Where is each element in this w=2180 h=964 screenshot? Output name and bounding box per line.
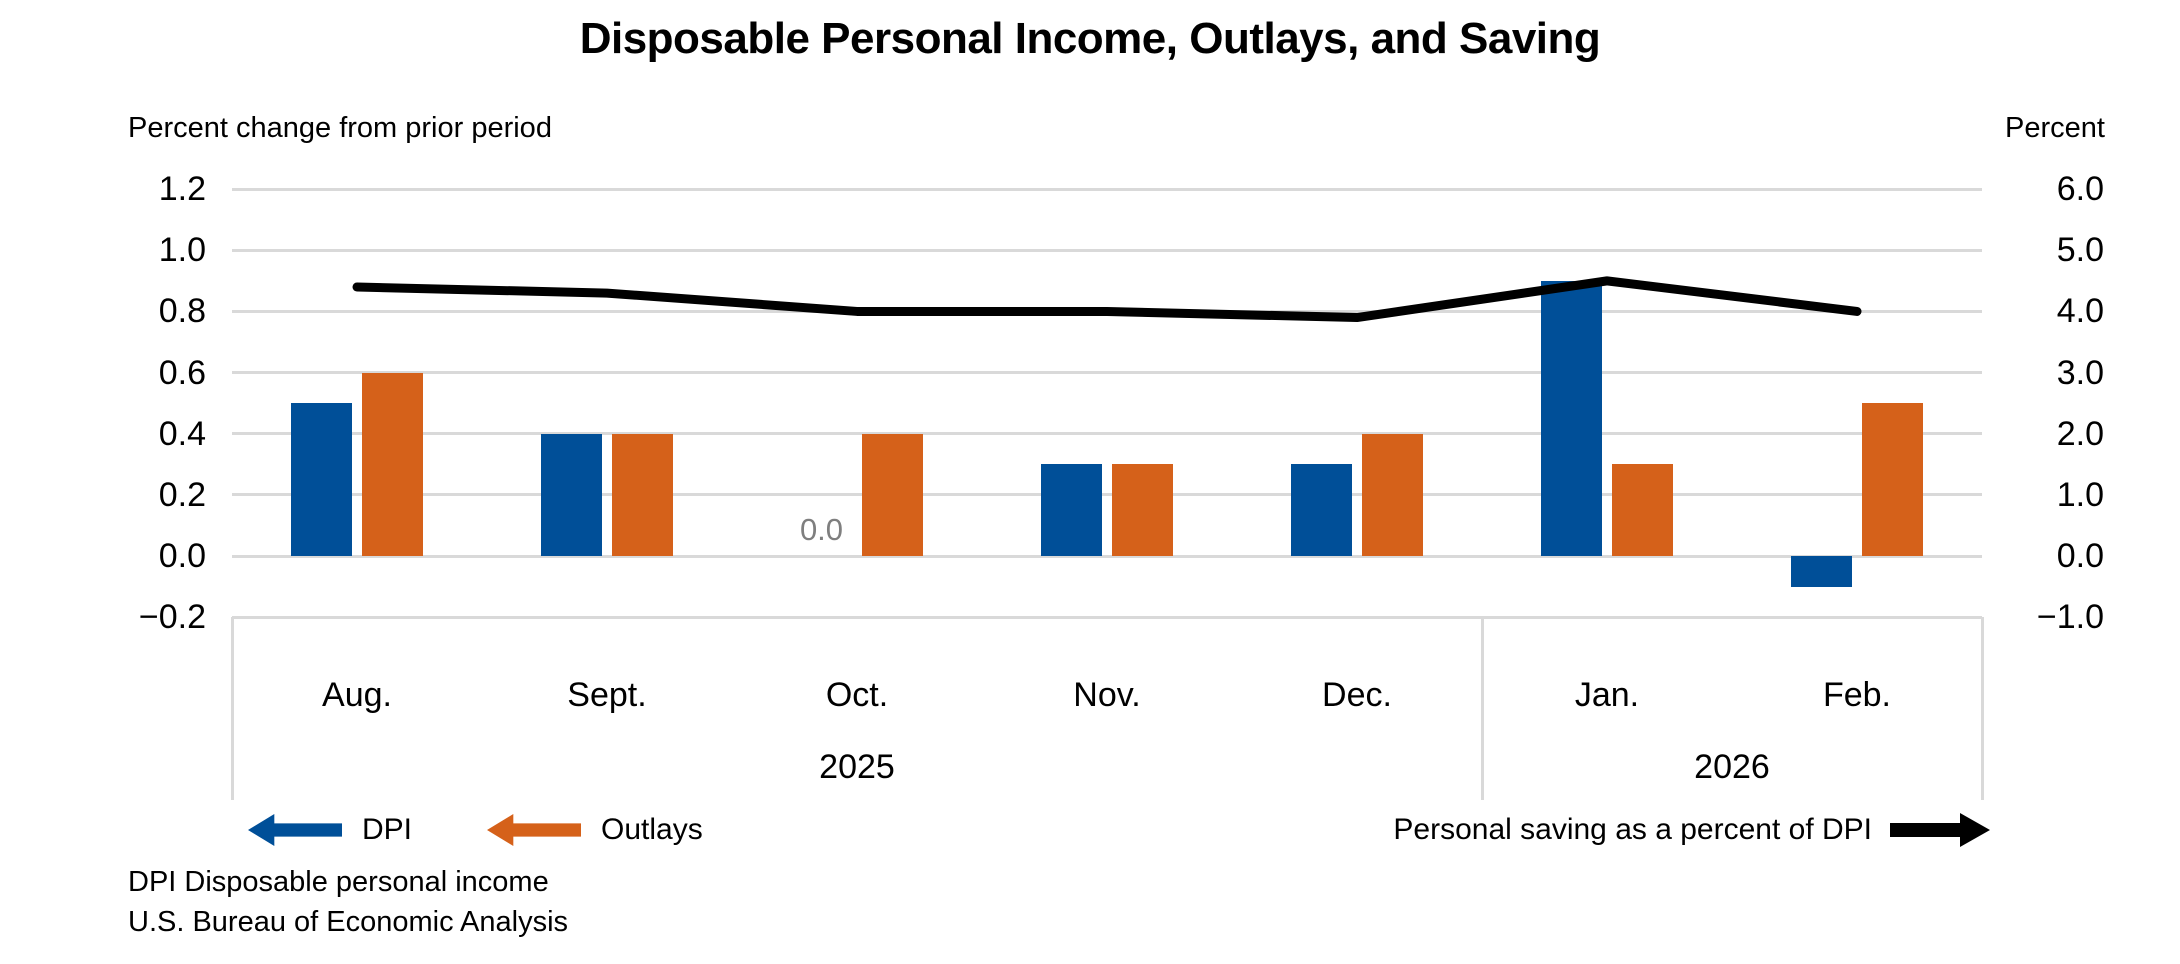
left-axis-tick-label: 0.6 [158, 353, 206, 392]
left-axis-tick-label: 1.0 [158, 231, 206, 270]
gridline [232, 615, 1982, 619]
right-axis-tick-label: 0.0 [2056, 537, 2104, 575]
right-axis-tick-label: 1.0 [2056, 475, 2104, 514]
right-axis-tick-label: −1.0 [2036, 598, 2104, 637]
right-axis-tick-label: 3.0 [2056, 353, 2104, 392]
category-box-line [1480, 617, 1484, 800]
category-box-line [1980, 617, 1984, 800]
bar-dpi-dec [1291, 464, 1352, 556]
left-axis-tick-label: 0.8 [158, 292, 206, 331]
gridline [232, 248, 1982, 252]
category-box-line [230, 617, 234, 800]
month-label-jan: Jan. [1574, 676, 1640, 714]
legend-outlays-label: Outlays [601, 813, 703, 846]
month-label-feb: Feb. [1822, 676, 1892, 714]
bar-outlays-aug [362, 372, 423, 556]
gridline [232, 187, 1982, 191]
outlays-left-arrow-icon [487, 814, 581, 846]
year-label-2026: 2026 [1694, 748, 1770, 786]
bar-dpi-nov [1041, 464, 1102, 556]
gridline [232, 371, 1982, 375]
legend-saving: Personal saving as a percent of DPI [1393, 812, 1990, 848]
right-axis-tick-label: 5.0 [2056, 231, 2104, 270]
left-axis-tick-label: 0.2 [158, 475, 206, 514]
gridline [232, 493, 1982, 497]
dpi-left-arrow-icon [248, 814, 342, 846]
gridline [232, 554, 1982, 558]
month-label-oct: Oct. [825, 676, 889, 714]
bar-dpi-feb [1791, 556, 1852, 587]
bar-outlays-nov [1112, 464, 1173, 556]
right-axis-tick-label: 6.0 [2056, 170, 2104, 209]
left-axis-caption: Percent change from prior period [128, 112, 552, 144]
footnote-dpi-definition: DPI Disposable personal income [128, 866, 549, 898]
bar-dpi-aug [291, 403, 352, 556]
legend-dpi-label: DPI [362, 813, 413, 846]
right-axis-tick-label: 4.0 [2056, 292, 2104, 331]
footnote-source: U.S. Bureau of Economic Analysis [128, 906, 569, 938]
left-axis-tick-label: −0.2 [138, 598, 206, 637]
bar-outlays-oct [862, 433, 923, 556]
left-axis-tick-label: 1.2 [158, 170, 206, 209]
gridline [232, 309, 1982, 313]
bar-dpi-jan [1541, 280, 1602, 556]
saving-right-arrow-icon [1890, 813, 1990, 847]
year-label-2025: 2025 [819, 748, 895, 786]
bar-outlays-dec [1362, 433, 1423, 556]
month-label-sept: Sept. [567, 676, 647, 714]
bar-outlays-jan [1612, 464, 1673, 556]
chart-title: Disposable Personal Income, Outlays, and… [579, 14, 1601, 63]
gridline [232, 432, 1982, 436]
left-axis-tick-label: 0.4 [158, 414, 206, 453]
bar-outlays-sept [612, 433, 673, 556]
month-label-nov: Nov. [1073, 676, 1141, 714]
zero-value-label-oct: 0.0 [799, 512, 844, 547]
right-axis-caption: Percent [2005, 112, 2105, 144]
right-axis-tick-label: 2.0 [2056, 414, 2104, 453]
left-axis-tick-label: 0.0 [158, 537, 206, 575]
bar-outlays-feb [1862, 403, 1923, 556]
bar-dpi-sept [541, 433, 602, 556]
month-label-dec: Dec. [1322, 676, 1392, 714]
legend-saving-label: Personal saving as a percent of DPI [1393, 813, 1872, 846]
month-label-aug: Aug. [322, 676, 392, 714]
